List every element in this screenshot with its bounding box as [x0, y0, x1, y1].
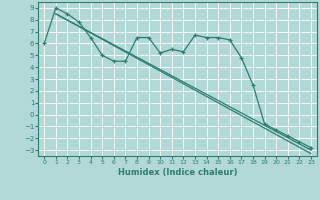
X-axis label: Humidex (Indice chaleur): Humidex (Indice chaleur) — [118, 168, 237, 177]
